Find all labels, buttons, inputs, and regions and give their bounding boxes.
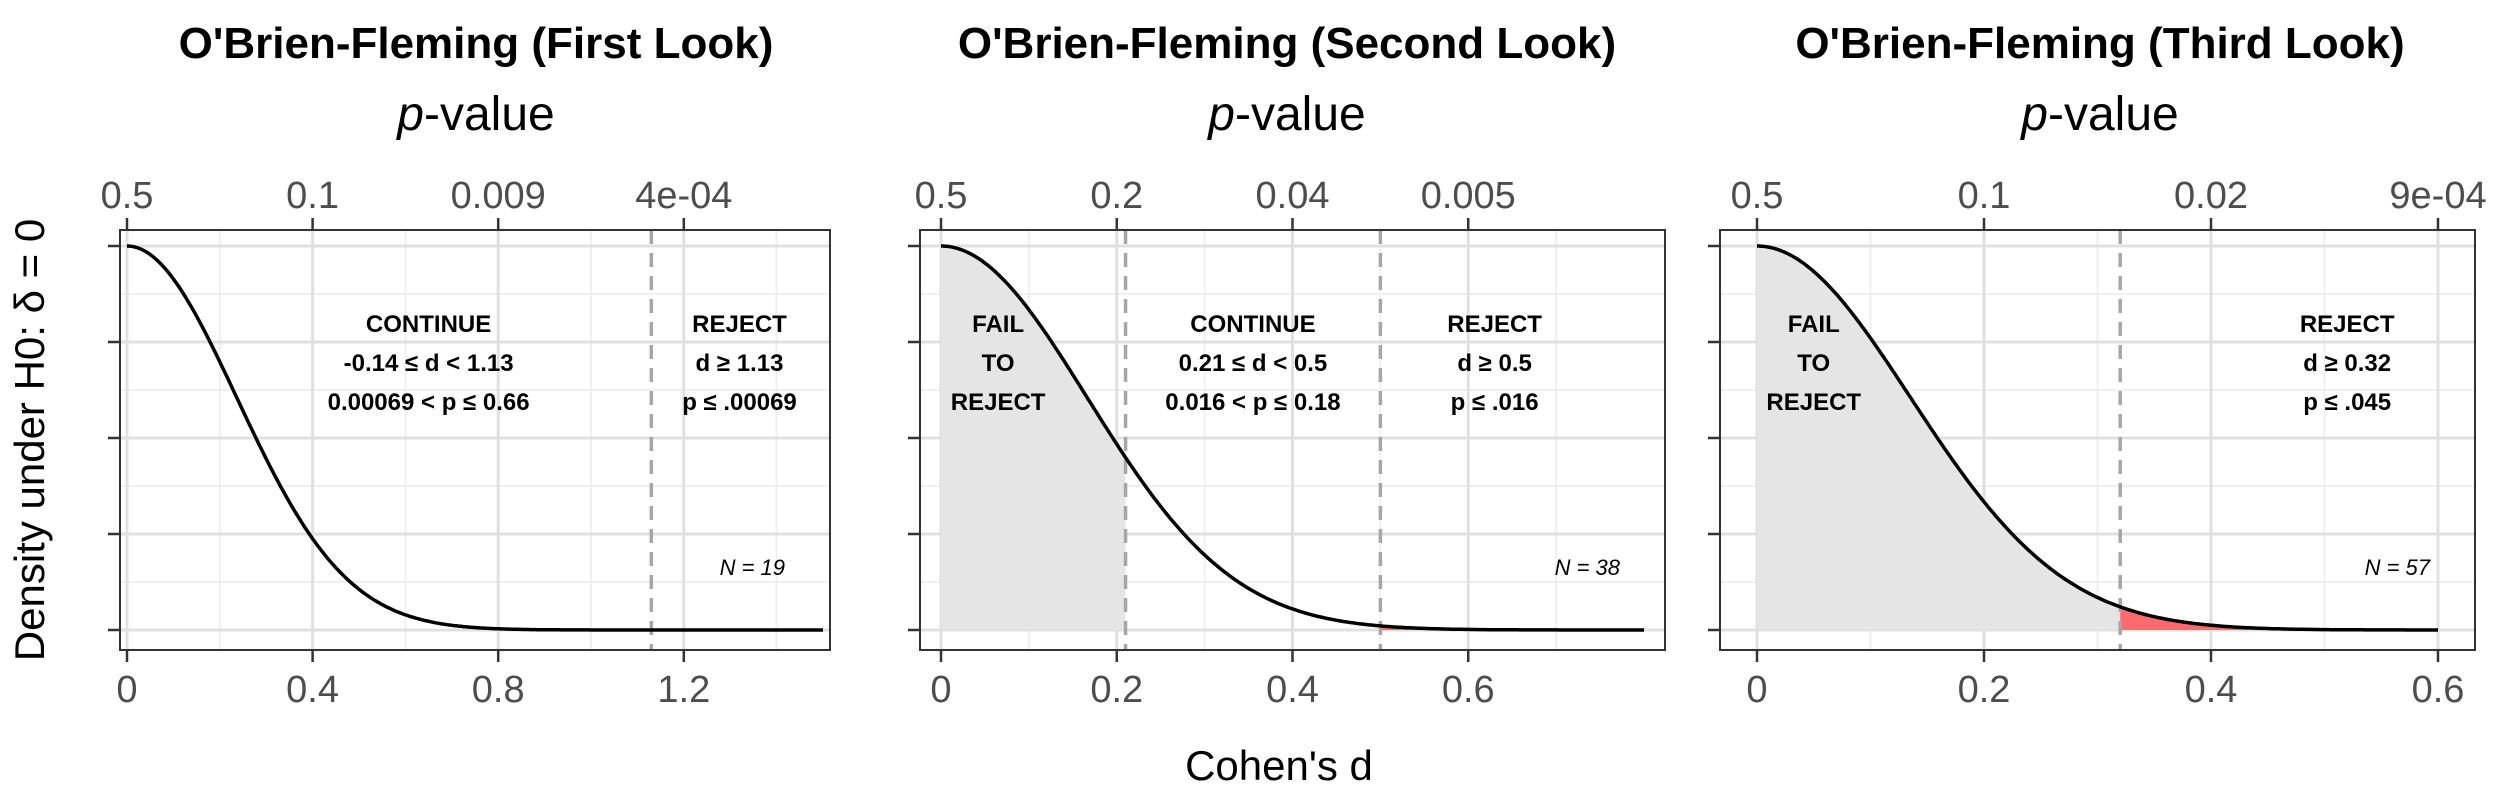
region-annotation: CONTINUE -0.14 ≤ d < 1.13 0.00069 < p ≤ 0.… [328, 311, 530, 416]
y-axis-title: Density under H0: δ = 0 [6, 219, 53, 661]
panel-title: O'Brien-Fleming (Second Look) [958, 19, 1616, 68]
panel-2: 0 0.2 0.4 0.6 0.5 0.2 0.04 0.005 O'Brien-Fleming… [908, 19, 1666, 711]
region-annotation: REJECT d ≥ 0.5 p ≤ .016 [1447, 311, 1542, 416]
sample-size-label: N = 38 [1555, 555, 1621, 580]
fail-to-reject-region [941, 246, 1126, 630]
x-axis-title: Cohen's d [1185, 742, 1373, 789]
p-tick-label: 0.5 [1731, 175, 1784, 217]
panel-background [120, 230, 830, 650]
x-tick-label: 0 [930, 669, 951, 711]
panel-3: 0 0.2 0.4 0.6 0.5 0.1 0.02 9e-04 O'Brien-Fleming… [1708, 19, 2487, 711]
x-tick-label: 0.2 [1958, 669, 2011, 711]
p-value-axis-title: p-value [2019, 88, 2178, 141]
p-tick-label: 0.1 [1958, 175, 2011, 217]
panel-title: O'Brien-Fleming (Third Look) [1795, 19, 2404, 68]
sample-size-label: N = 19 [720, 555, 785, 580]
p-tick-label: 0.04 [1256, 175, 1330, 217]
density-curve [941, 244, 1644, 632]
panel-border [119, 229, 831, 651]
x-tick-label: 0.4 [2185, 669, 2238, 711]
p-tick-label: 4e-04 [635, 175, 732, 217]
p-tick-label: 9e-04 [2389, 175, 2486, 217]
sample-size-label: N = 57 [2365, 555, 2431, 580]
x-tick-label: 0.2 [1090, 669, 1143, 711]
p-tick-label: 0.005 [1421, 175, 1516, 217]
region-annotation: FAIL TO REJECT [1766, 311, 1861, 416]
region-annotation: REJECT d ≥ 1.13 p ≤ .00069 [682, 311, 797, 416]
p-tick-label: 0.5 [915, 175, 968, 217]
p-value-axis-title: p-value [395, 88, 554, 141]
panel-border [1719, 229, 2476, 651]
p-tick-label: 0.02 [2174, 175, 2248, 217]
p-tick-label: 0.009 [451, 175, 546, 217]
chart-panels: 0 0.4 0.8 1.2 0.5 0.1 0.009 4e-04 O'Brien-Flemin… [101, 19, 2487, 711]
x-tick-label: 0 [116, 669, 137, 711]
p-value-axis-title: p-value [1206, 88, 1365, 141]
region-annotation: CONTINUE 0.21 ≤ d < 0.5 0.016 < p ≤ 0.18 [1165, 311, 1340, 416]
x-tick-label: 1.2 [657, 669, 710, 711]
x-tick-label: 0.4 [1266, 669, 1319, 711]
reject-region [1380, 625, 1644, 630]
panel-1: 0 0.4 0.8 1.2 0.5 0.1 0.009 4e-04 O'Brien-Flemin… [101, 19, 831, 711]
panel-title: O'Brien-Fleming (First Look) [179, 19, 774, 68]
x-tick-label: 0.6 [1442, 669, 1495, 711]
region-annotation: FAIL TO REJECT [951, 311, 1046, 416]
x-tick-label: 0.6 [2412, 669, 2465, 711]
p-tick-label: 0.1 [286, 175, 339, 217]
density-curve [1757, 244, 2438, 632]
x-tick-label: 0 [1746, 669, 1767, 711]
density-curve [126, 244, 823, 632]
region-annotation: REJECT d ≥ 0.32 p ≤ .045 [2300, 311, 2395, 416]
x-tick-label: 0.8 [472, 669, 525, 711]
p-tick-label: 0.2 [1090, 175, 1143, 217]
fail-to-reject-region [1757, 246, 2121, 630]
x-tick-label: 0.4 [286, 669, 339, 711]
p-tick-label: 0.5 [101, 175, 154, 217]
